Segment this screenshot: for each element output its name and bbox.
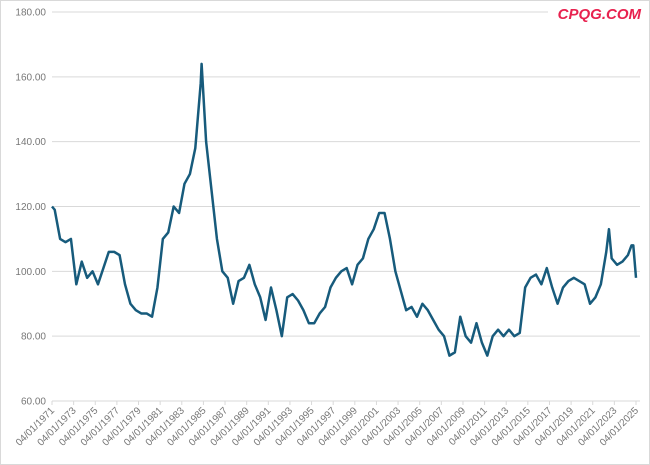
- y-tick-label: 80.00: [21, 332, 46, 343]
- data-line: [51, 62, 638, 357]
- logo-box: [548, 2, 648, 26]
- y-tick-label: 120.00: [15, 202, 46, 213]
- y-tick-label: 60.00: [21, 397, 46, 408]
- y-tick-label: 180.00: [15, 8, 46, 19]
- logo: CPQG.COM: [558, 6, 642, 23]
- y-tick-label: 160.00: [15, 72, 46, 83]
- y-tick-label: 140.00: [15, 137, 46, 148]
- y-tick-label: 100.00: [15, 267, 46, 278]
